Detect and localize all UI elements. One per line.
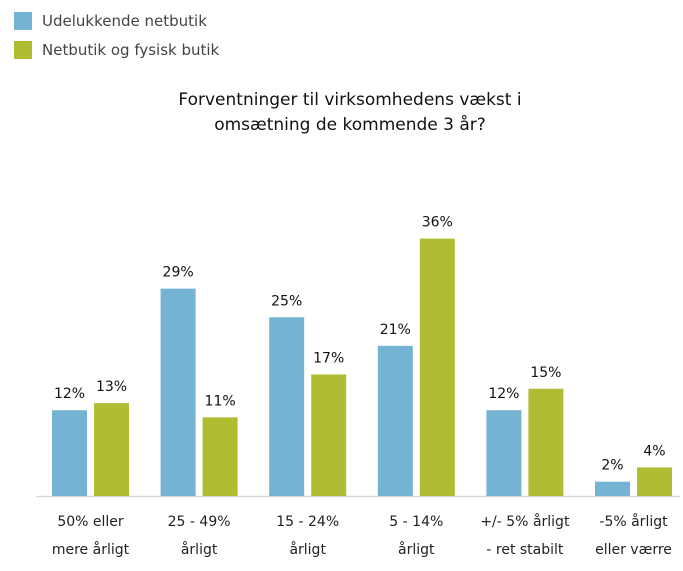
bar-netbutik <box>52 410 87 496</box>
bar-netbutik <box>595 481 630 496</box>
chart-title-line: Forventninger til virksomhedens vækst i <box>178 90 522 110</box>
bar-netbutik <box>160 288 196 496</box>
data-label: 13% <box>96 379 127 395</box>
data-label: 36% <box>422 215 453 231</box>
x-tick-label-line: årligt <box>289 542 326 558</box>
data-label: 11% <box>205 393 236 409</box>
data-label: 4% <box>643 443 665 459</box>
bar-netbutik <box>269 317 305 496</box>
bar-netbutik-fysisk <box>94 403 129 496</box>
x-tick-label-line: - ret stabilt <box>486 542 564 558</box>
x-tick-label: 50% eller mere årligt <box>37 508 145 564</box>
x-tick-label-line: eller værre <box>595 542 672 558</box>
x-tick-label-line: 50% eller <box>57 514 124 530</box>
bar-netbutik-fysisk <box>528 388 564 496</box>
legend-label: Netbutik og fysisk butik <box>42 40 220 59</box>
x-tick-label: 5 - 14% årligt <box>362 508 470 564</box>
x-tick-label-line: +/- 5% årligt <box>480 514 570 530</box>
data-label: 15% <box>530 365 561 381</box>
bar-netbutik-fysisk <box>419 238 455 496</box>
x-tick-label: 15 - 24% årligt <box>254 508 362 564</box>
legend-item-0: Udelukkende netbutik <box>14 6 219 35</box>
data-label: 21% <box>380 322 411 338</box>
chart-title: Forventninger til virksomhedens vækst i … <box>100 88 600 138</box>
bar-netbutik-fysisk <box>202 417 238 496</box>
x-tick-label-line: -5% årligt <box>599 514 668 530</box>
x-tick-label-line: 15 - 24% <box>276 514 340 530</box>
x-tick-label-line: årligt <box>180 542 218 558</box>
x-tick-label: +/- 5% årligt - ret stabilt <box>471 508 579 564</box>
x-tick-label-line: 25 - 49% <box>167 514 231 530</box>
bar-netbutik <box>486 410 522 496</box>
chart-title-line: omsætning de kommende 3 år? <box>214 115 486 135</box>
x-tick-label: 25 - 49% årligt <box>145 508 253 564</box>
x-tick-label: -5% årligt eller værre <box>580 508 683 564</box>
x-tick-label-line: 5 - 14% <box>389 514 444 530</box>
data-label: 29% <box>163 265 194 281</box>
data-label: 12% <box>54 386 85 402</box>
data-label: 2% <box>601 458 623 474</box>
bar-netbutik-fysisk <box>311 374 347 496</box>
legend: Udelukkende netbutik Netbutik og fysisk … <box>14 6 219 64</box>
legend-item-1: Netbutik og fysisk butik <box>14 35 219 64</box>
bar-netbutik-fysisk <box>637 467 672 496</box>
data-label: 12% <box>488 386 519 402</box>
x-tick-label-line: mere årligt <box>51 542 130 558</box>
x-tick-label-line: årligt <box>398 542 435 558</box>
data-label: 25% <box>271 293 302 309</box>
legend-swatch <box>14 11 32 30</box>
legend-label: Udelukkende netbutik <box>42 11 207 30</box>
legend-swatch <box>14 40 32 59</box>
data-label: 17% <box>313 350 344 366</box>
bar-netbutik <box>377 345 413 496</box>
